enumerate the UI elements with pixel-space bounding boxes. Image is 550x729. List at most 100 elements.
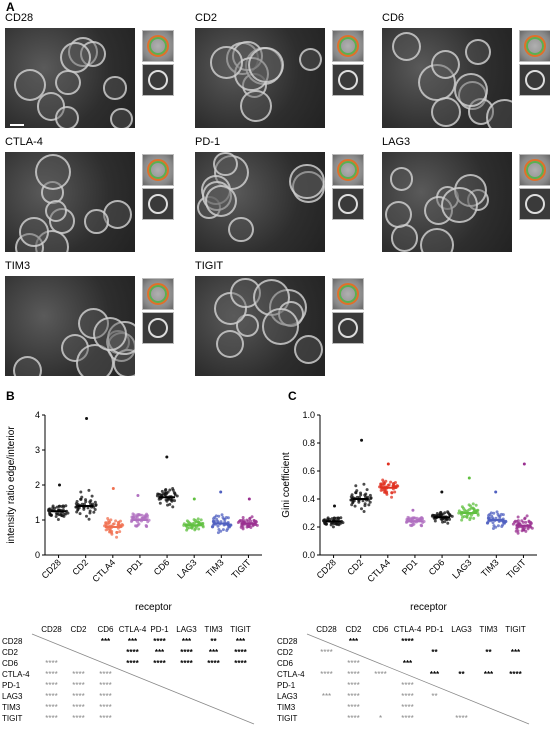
segmentation-inset (142, 278, 174, 310)
data-point (192, 518, 196, 522)
data-point (368, 500, 372, 504)
segmentation-inset (519, 154, 550, 186)
data-point (245, 518, 249, 522)
panel-b-label: B (6, 389, 15, 403)
data-point (170, 499, 174, 503)
y-tick-label: 3 (35, 445, 40, 455)
data-point (213, 515, 217, 519)
micrograph-image (5, 28, 135, 128)
data-point (350, 498, 354, 502)
cell-inset (142, 312, 174, 344)
sig-col-header: PD-1 (425, 625, 444, 634)
sig-cell: ** (431, 648, 438, 657)
data-point (165, 455, 169, 459)
data-point (396, 484, 400, 488)
data-point (188, 521, 192, 525)
sig-col-header: CTLA-4 (119, 625, 147, 634)
data-point (104, 528, 108, 532)
data-point (363, 504, 367, 508)
data-point (495, 510, 499, 514)
sig-cell: **** (401, 703, 413, 712)
data-point (155, 494, 159, 498)
cell-inset (332, 312, 364, 344)
sig-col-header: TIM3 (204, 625, 223, 634)
cell-inset (142, 188, 174, 220)
sig-cell: **** (347, 703, 359, 712)
sig-cell: **** (509, 670, 522, 679)
micrograph-title: CTLA-4 (5, 136, 43, 148)
data-point (523, 516, 527, 520)
sig-row-label: PD-1 (2, 681, 21, 690)
data-point (247, 524, 251, 528)
data-point (391, 484, 395, 488)
sig-col-header: TIM3 (479, 625, 498, 634)
segmentation-inset (332, 278, 364, 310)
data-point (435, 512, 439, 516)
data-point (221, 528, 225, 532)
data-point (387, 483, 391, 487)
x-tick-label: CTLA4 (365, 557, 392, 584)
sig-cell: **** (234, 648, 247, 657)
data-point (331, 525, 335, 529)
data-point (526, 527, 530, 531)
data-point (360, 438, 364, 442)
data-point (471, 506, 475, 510)
sig-cell: *** (403, 659, 413, 668)
sig-cell: **** (455, 714, 467, 723)
data-point (359, 491, 363, 495)
data-point (88, 511, 92, 515)
data-point (326, 516, 330, 520)
x-tick-label: PD1 (400, 557, 419, 576)
data-point (54, 515, 58, 519)
x-axis-label: receptor (135, 602, 172, 613)
cell-inset (519, 64, 550, 96)
data-point (228, 523, 232, 527)
data-point (362, 482, 366, 486)
sig-row-label: CD28 (2, 637, 23, 646)
sig-cell: **** (401, 692, 413, 701)
cell-inset (332, 64, 364, 96)
data-point (522, 528, 526, 532)
data-point (192, 497, 196, 501)
sig-col-header: PD-1 (150, 625, 169, 634)
data-point (89, 499, 93, 503)
sig-cell: **** (45, 681, 57, 690)
sig-cell: ** (210, 637, 217, 646)
sig-cell: *** (322, 692, 331, 701)
data-point (448, 517, 452, 521)
panel-a-label: A (6, 0, 15, 14)
data-point (132, 515, 136, 519)
sig-cell: **** (347, 714, 359, 723)
data-point (460, 518, 464, 522)
data-point (445, 518, 449, 522)
data-point (144, 524, 148, 528)
sig-row-label: TIM3 (2, 703, 21, 712)
x-tick-label: TIGIT (230, 557, 254, 581)
data-point (82, 502, 86, 506)
data-point (367, 503, 371, 507)
data-point (193, 521, 197, 525)
data-point (511, 522, 515, 526)
data-point (196, 517, 200, 521)
data-point (115, 535, 119, 539)
data-point (476, 508, 480, 512)
sig-cell: **** (347, 681, 359, 690)
sig-cell: **** (72, 681, 84, 690)
y-tick-label: 1 (35, 515, 40, 525)
sig-col-header: TIGIT (230, 625, 251, 634)
data-point (84, 514, 88, 518)
data-point (168, 488, 172, 492)
panel-c-label: C (288, 389, 297, 403)
data-point (217, 514, 221, 518)
y-tick-label: 0.6 (302, 466, 315, 476)
sig-cell: **** (153, 637, 166, 646)
segmentation-inset (519, 30, 550, 62)
y-tick-label: 0.0 (302, 550, 315, 560)
x-tick-label: CD28 (40, 557, 63, 580)
data-point (175, 494, 179, 498)
data-point (486, 521, 490, 525)
cell-inset (332, 188, 364, 220)
data-point (450, 514, 454, 518)
data-point (157, 497, 161, 501)
sig-cell: **** (126, 648, 139, 657)
